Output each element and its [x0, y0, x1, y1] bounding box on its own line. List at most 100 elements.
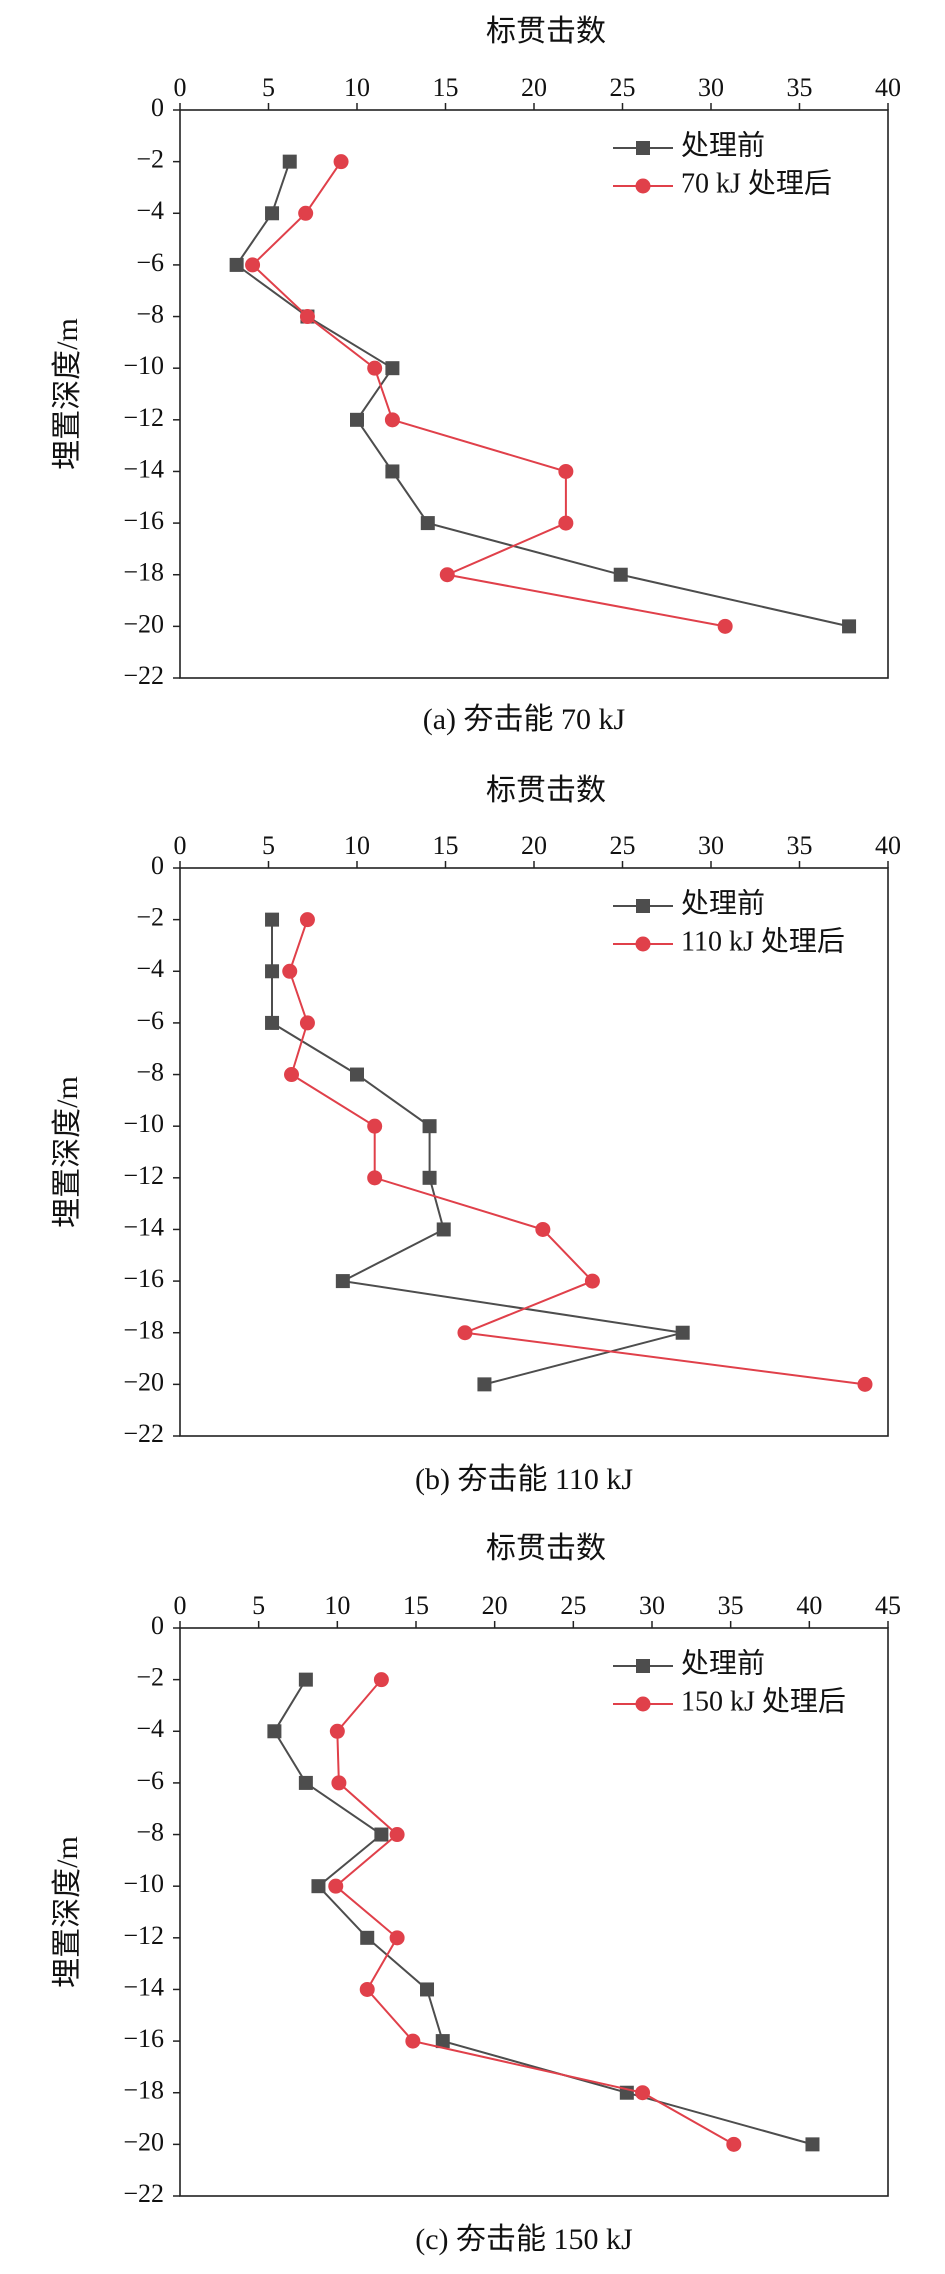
data-point [420, 516, 435, 531]
series-after [282, 912, 873, 1392]
y-tick-label: −8 [136, 1818, 164, 1847]
plot-frame [179, 1627, 889, 2197]
data-point [389, 1827, 405, 1843]
data-point [420, 1982, 435, 1997]
data-point [389, 1930, 405, 1946]
chart-panel-b: 标贯击数 0 5 10 15 20 25 30 35 40 0 −2 −4 −6 −8 −10 −12 −14 −1… [51, 774, 901, 1496]
x-tick-label: 10 [344, 73, 370, 102]
data-point [422, 1119, 437, 1134]
data-point [613, 567, 628, 582]
data-point [331, 1775, 347, 1791]
y-tick-label: −20 [123, 609, 164, 638]
chart-panel-a: 标贯击数 0 5 10 15 20 25 30 35 40 0 −2 −4 −6 −8 −10 −12 −14 −1… [51, 15, 901, 736]
legend-label: 处理前 [681, 1647, 765, 1679]
x-tick-label: 25 [560, 1591, 586, 1620]
legend-marker-circle [635, 178, 651, 194]
y-tick-label: −4 [136, 954, 164, 983]
data-point [726, 2136, 742, 2152]
y-tick-label: −2 [136, 903, 164, 932]
y-axis-title: 埋置深度/m [51, 1836, 84, 1988]
data-point [282, 963, 298, 979]
series-line [273, 1679, 813, 2146]
data-point [842, 619, 857, 634]
x-tick-label: 10 [324, 1591, 350, 1620]
series-after [328, 1672, 742, 2152]
data-point [267, 1724, 282, 1739]
series-line [251, 161, 726, 628]
panel-caption: (b) 夯击能 110 kJ [415, 1463, 633, 1496]
y-tick-label: −14 [123, 454, 164, 483]
x-tick-label: 20 [482, 1591, 508, 1620]
x-tick-label: 45 [875, 1591, 901, 1620]
y-tick-label: −16 [123, 1264, 164, 1293]
x-axis-title: 标贯击数 [486, 15, 606, 48]
data-point [384, 412, 400, 428]
data-point [245, 257, 261, 273]
data-point [373, 1672, 389, 1688]
legend-label: 150 kJ 处理后 [681, 1685, 846, 1717]
y-tick-label: −2 [136, 1663, 164, 1692]
y-tick-label: −10 [123, 1109, 164, 1138]
panel-caption: (c) 夯击能 150 kJ [415, 2223, 633, 2256]
data-point [299, 1015, 315, 1031]
legend-label: 110 kJ 处理后 [681, 925, 845, 957]
data-point [265, 912, 280, 927]
data-point [457, 1325, 473, 1341]
data-point [422, 1170, 437, 1185]
data-point [335, 1274, 350, 1289]
y-tick-label: −18 [123, 2076, 164, 2105]
data-point [284, 1067, 300, 1083]
x-tick-label: 15 [403, 1591, 429, 1620]
data-point [333, 154, 349, 170]
y-tick-label: 0 [151, 93, 164, 122]
y-tick-label: −14 [123, 1972, 164, 2001]
series-line [235, 161, 850, 628]
data-point [477, 1377, 492, 1392]
data-point [367, 1118, 383, 1134]
data-point [405, 2033, 421, 2049]
x-tick-label: 30 [639, 1591, 665, 1620]
data-point [558, 515, 574, 531]
y-tick-label: −12 [123, 1161, 164, 1190]
x-tick-label: 35 [787, 831, 813, 860]
y-axis-title: 埋置深度/m [51, 318, 84, 470]
data-point [265, 1015, 280, 1030]
series-line [288, 919, 866, 1386]
y-tick-label: −22 [123, 661, 164, 690]
legend: 处理前 110 kJ 处理后 [613, 887, 845, 957]
x-tick-label: 5 [262, 73, 275, 102]
data-point [367, 1170, 383, 1186]
x-tick-label: 20 [521, 73, 547, 102]
legend-marker-square [636, 141, 650, 155]
data-point [360, 1930, 375, 1945]
legend-label: 处理前 [681, 887, 765, 919]
panel-caption: (a) 夯击能 70 kJ [423, 703, 626, 736]
data-point [299, 309, 315, 325]
x-tick-label: 5 [252, 1591, 265, 1620]
y-tick-label: −12 [123, 403, 164, 432]
y-axis-title: 埋置深度/m [51, 1076, 84, 1228]
x-tick-label: 0 [174, 1591, 187, 1620]
data-point [635, 2085, 651, 2101]
y-tick-label: −20 [123, 1367, 164, 1396]
data-point [328, 1878, 344, 1894]
y-tick-label: −10 [123, 351, 164, 380]
x-tick-label: 35 [787, 73, 813, 102]
data-point [229, 257, 244, 272]
data-point [374, 1827, 389, 1842]
data-point [436, 1222, 451, 1237]
legend: 处理前 150 kJ 处理后 [613, 1647, 846, 1717]
y-tick-label: −4 [136, 196, 164, 225]
data-point [385, 361, 400, 376]
x-tick-label: 0 [174, 73, 187, 102]
data-point [435, 2034, 450, 2049]
legend-marker-square [636, 1659, 650, 1673]
legend-label: 处理前 [681, 129, 765, 161]
data-point [329, 1723, 345, 1739]
x-tick-label: 30 [698, 73, 724, 102]
y-tick-label: −6 [136, 1766, 164, 1795]
x-tick-label: 35 [718, 1591, 744, 1620]
data-point [298, 1672, 313, 1687]
y-tick-label: −18 [123, 558, 164, 587]
x-tick-label: 20 [521, 831, 547, 860]
